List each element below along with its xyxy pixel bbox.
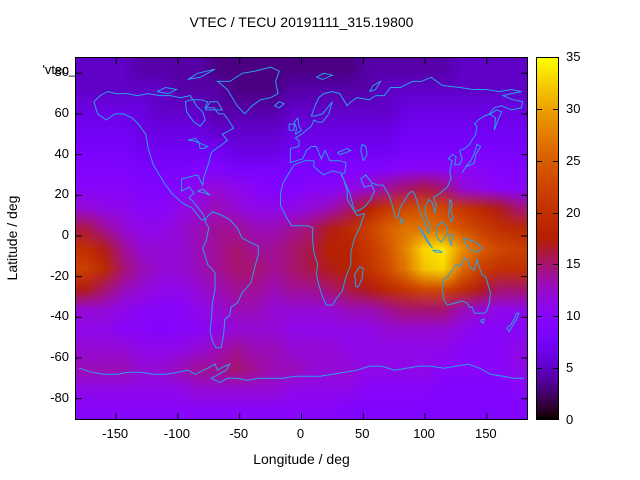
colorbar-gradient — [537, 58, 558, 419]
coastline-great_lakes — [187, 137, 209, 149]
coastline-black_sea — [336, 147, 353, 156]
y-tick-label: -80 — [50, 389, 69, 405]
colorbar-tick-mark — [537, 161, 542, 162]
colorbar-tick-label: 5 — [566, 360, 574, 376]
colorbar-tick-label: 20 — [566, 204, 581, 220]
y-tick-label: -40 — [50, 308, 69, 324]
colorbar-tick-label: 0 — [566, 412, 574, 427]
y-axis-title: Latitude / deg — [4, 195, 20, 281]
y-tick-label: 40 — [54, 145, 69, 161]
x-tick-label: -50 — [229, 426, 249, 441]
coastline-borneo — [435, 220, 448, 243]
y-tick-label: 60 — [54, 104, 69, 120]
coastline-overlay — [76, 58, 527, 419]
coastline-africa — [280, 160, 366, 306]
colorbar-tick-mark — [537, 368, 542, 369]
x-tick-label: 150 — [474, 426, 497, 441]
plot-area — [75, 57, 528, 420]
colorbar-tick-mark — [537, 213, 542, 214]
tec-heatmap — [76, 58, 527, 419]
coastline-japan — [461, 143, 482, 174]
coastline-sulawesi — [448, 233, 455, 247]
coastline-new_guinea — [462, 237, 483, 253]
colorbar-tick-mark — [553, 109, 558, 110]
colorbar-tick-mark — [553, 316, 558, 317]
coastline-svalbard — [316, 72, 335, 80]
y-tick-label: 20 — [54, 186, 69, 202]
colorbar-tick-label: 35 — [566, 49, 581, 64]
coastline-madagascar — [354, 265, 364, 288]
x-tick-label: -150 — [102, 426, 129, 441]
coastline-sri_lanka — [399, 217, 404, 225]
x-tick-label: 0 — [296, 426, 305, 441]
colorbar-tick-label: 25 — [566, 152, 581, 168]
y-tick-label: 0 — [61, 226, 69, 242]
x-tick-label: 100 — [413, 426, 435, 441]
coastline-baffin — [204, 101, 224, 111]
coastline-ellesmere — [187, 68, 216, 80]
coastline-eurasia — [289, 76, 524, 235]
colorbar — [536, 57, 559, 420]
x-axis-title: Longitude / deg — [253, 451, 350, 467]
coastline-philippines — [447, 199, 455, 223]
colorbar-tick-label: 15 — [566, 256, 581, 272]
x-tick-label: -100 — [163, 426, 190, 441]
coastline-south_america — [202, 211, 259, 349]
coastline-tasmania — [480, 318, 486, 325]
coastline-australia — [441, 257, 492, 314]
colorbar-tick-label: 30 — [566, 100, 581, 116]
y-tick-label: -60 — [50, 348, 69, 364]
coastline-new_zealand — [506, 312, 520, 333]
coastline-britain — [293, 116, 303, 135]
legend-key-label: 'vtec_ — [42, 62, 76, 77]
coastline-sumatra — [418, 225, 433, 249]
coastline-cuba — [197, 188, 211, 196]
coastline-greenland — [216, 66, 280, 115]
colorbar-tick-mark — [553, 368, 558, 369]
y-tick-label: -20 — [50, 267, 69, 283]
plot-title: VTEC / TECU 20191111_315.19800 — [189, 14, 414, 30]
coastline-caspian_sea — [360, 143, 368, 161]
x-tick-label: 50 — [355, 426, 370, 441]
coastline-iceland — [273, 101, 286, 109]
coastline-victoria_island — [156, 86, 179, 95]
coastline-antarctica — [78, 363, 524, 383]
y-tick-label: 80 — [54, 64, 69, 80]
coastline-novaya_zemlya — [369, 80, 383, 93]
coastline-north_america — [93, 91, 235, 221]
colorbar-tick-mark — [537, 316, 542, 317]
colorbar-tick-label: 10 — [566, 308, 581, 324]
colorbar-tick-mark — [537, 264, 542, 265]
coastline-ireland — [288, 123, 295, 131]
coastline-java — [432, 249, 443, 253]
colorbar-tick-mark — [537, 109, 542, 110]
colorbar-tick-mark — [553, 264, 558, 265]
colorbar-tick-mark — [553, 161, 558, 162]
colorbar-tick-mark — [553, 213, 558, 214]
